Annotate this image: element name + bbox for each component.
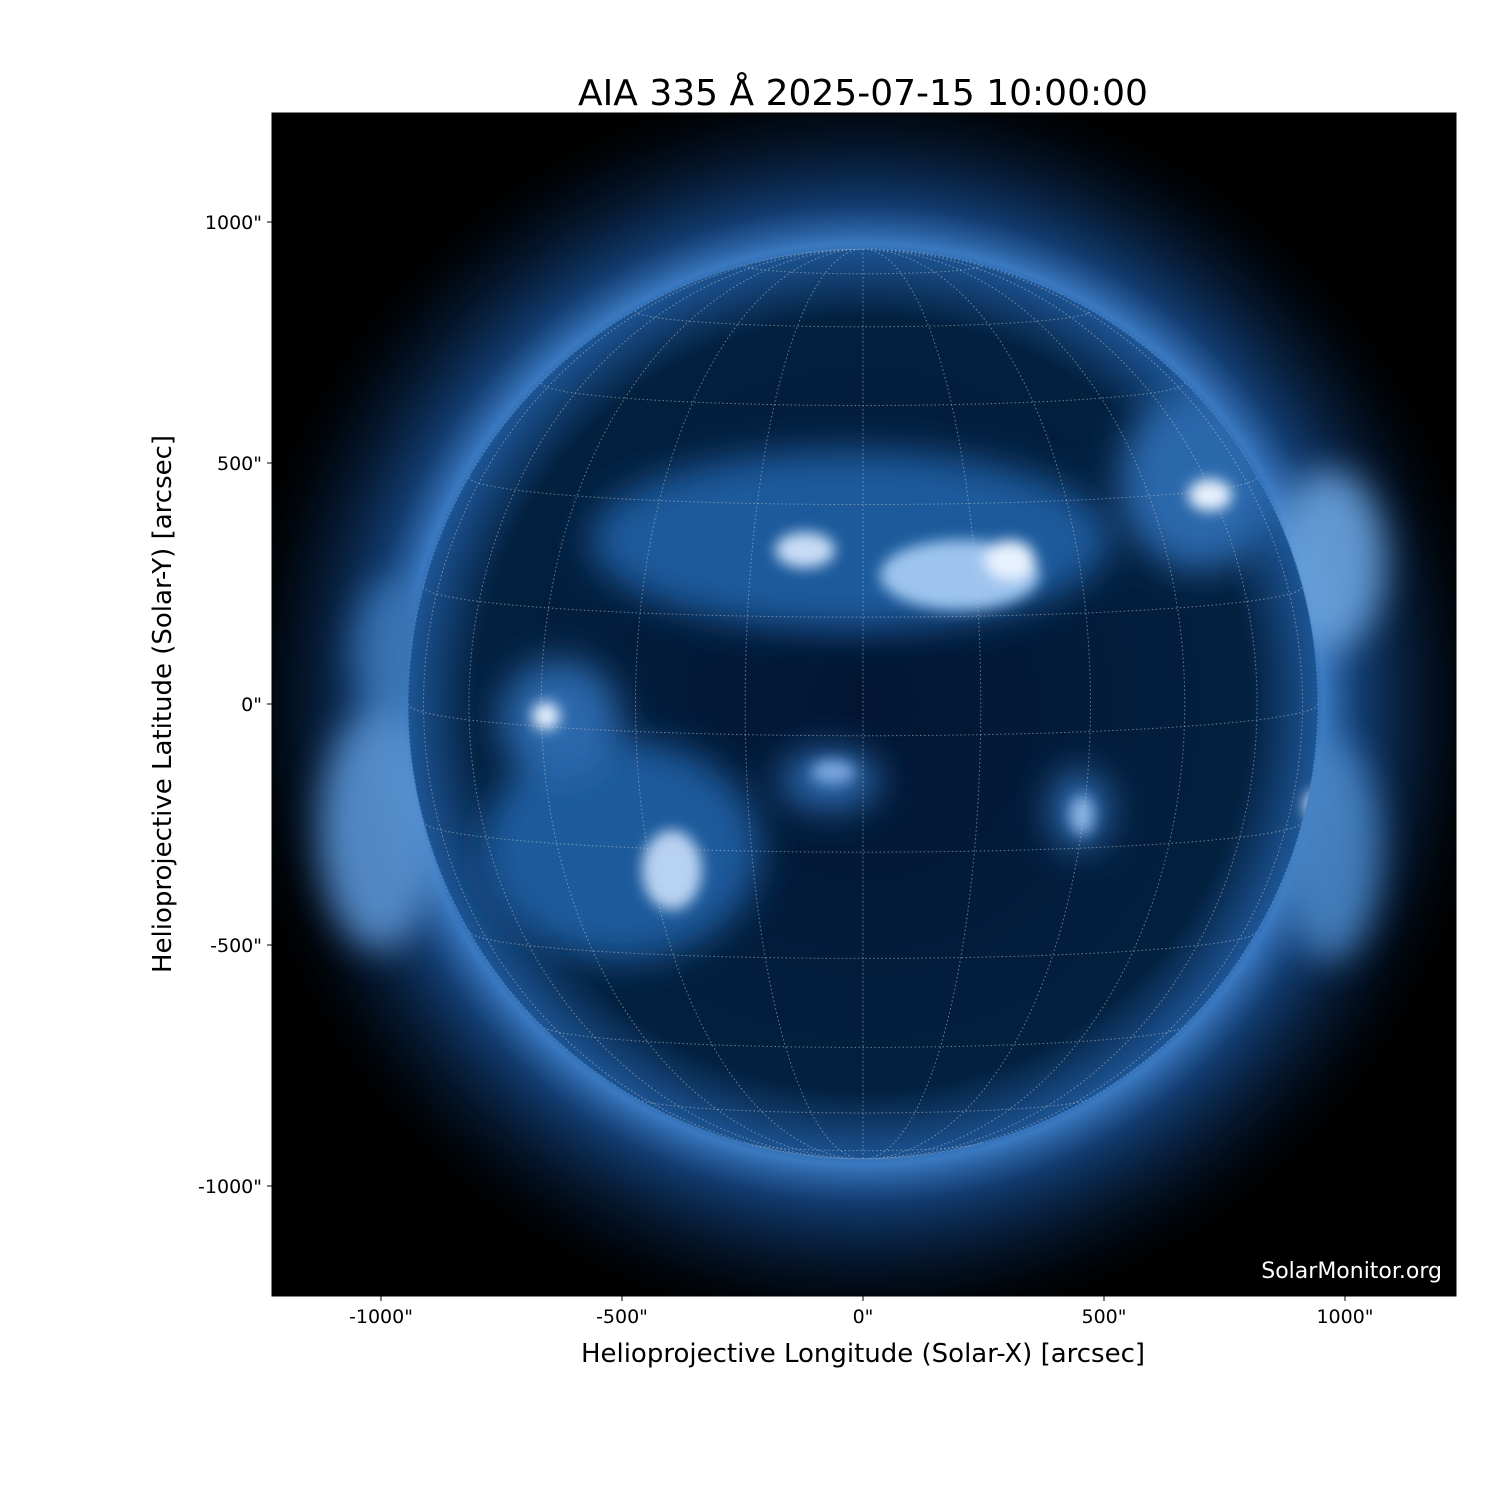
latitude-line bbox=[468, 476, 1258, 506]
y-tick-label: -500" bbox=[210, 935, 262, 957]
longitude-line bbox=[744, 249, 864, 1159]
y-tick-label: 0" bbox=[241, 694, 262, 716]
y-tick-label: -1000" bbox=[198, 1176, 262, 1198]
x-tick-label: -1000" bbox=[349, 1306, 413, 1328]
x-tick-label: 1000" bbox=[1316, 1306, 1373, 1328]
longitude-line bbox=[468, 249, 864, 1159]
y-axis: 1000" 500" 0" -500" -1000" bbox=[198, 212, 272, 1198]
x-tick-label: 500" bbox=[1081, 1306, 1126, 1328]
longitude-line bbox=[862, 249, 1091, 1159]
x-axis: -1000" -500" 0" 500" 1000" bbox=[349, 1296, 1374, 1328]
x-tick-label: -500" bbox=[596, 1306, 648, 1328]
longitude-line bbox=[862, 249, 1258, 1159]
y-tick-label: 1000" bbox=[205, 212, 262, 234]
active-regions bbox=[480, 390, 1318, 960]
latitude-line bbox=[634, 1096, 1091, 1114]
y-tick-label: 500" bbox=[217, 453, 262, 475]
latitude-line bbox=[422, 586, 1303, 618]
longitude-line bbox=[862, 249, 982, 1159]
longitude-line bbox=[635, 249, 864, 1159]
latitude-line bbox=[540, 1024, 1186, 1048]
y-axis-label: Helioprojective Latitude (Solar-Y) [arcs… bbox=[148, 435, 178, 973]
heliographic-grid bbox=[408, 249, 1318, 1159]
x-tick-label: 0" bbox=[853, 1306, 874, 1328]
x-axis-label: Helioprojective Longitude (Solar-X) [arc… bbox=[581, 1339, 1145, 1369]
latitude-line bbox=[634, 310, 1091, 328]
latitude-line bbox=[422, 821, 1303, 853]
watermark: SolarMonitor.org bbox=[1261, 1259, 1442, 1284]
limb-outline bbox=[407, 248, 1319, 1160]
chart-title: AIA 335 Å 2025-07-15 10:00:00 bbox=[578, 71, 1148, 114]
